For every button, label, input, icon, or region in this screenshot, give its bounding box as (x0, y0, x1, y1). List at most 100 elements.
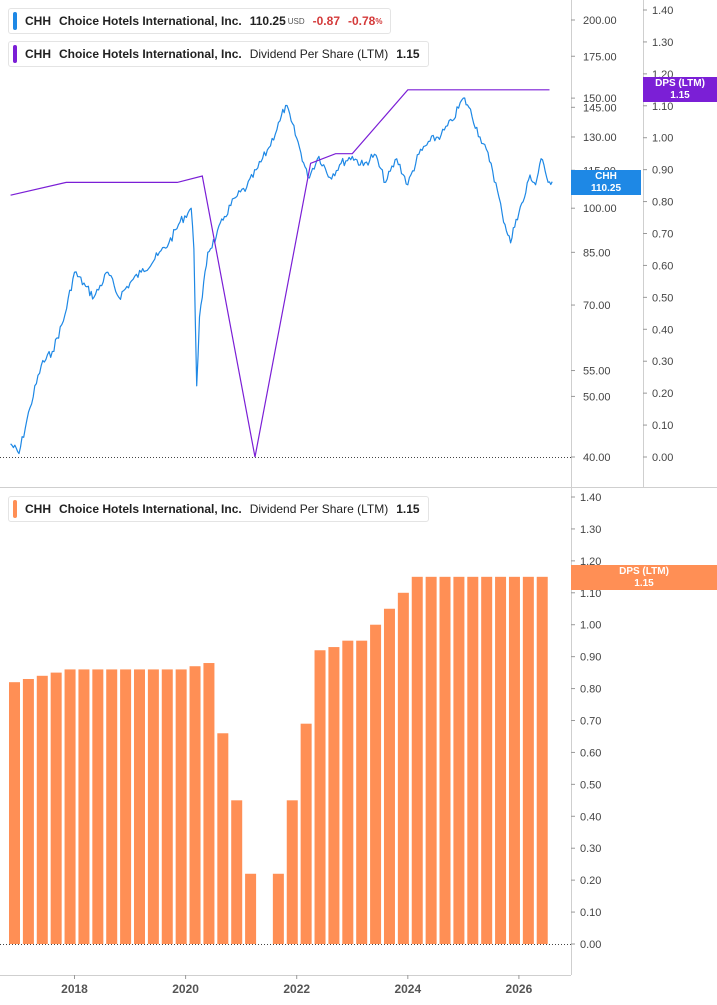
dps-bottom-tick-label: 0.90 (580, 652, 601, 664)
dps-bar (342, 640, 354, 944)
dps-bar (78, 669, 90, 944)
dps-bottom-tick-label: 0.20 (580, 875, 601, 887)
dps-bottom-tick-label: 1.10 (580, 588, 601, 600)
dps-bar (508, 576, 520, 944)
dps-bar (522, 576, 534, 944)
price-tick-label: 130.00 (583, 132, 617, 144)
dps-bar (92, 669, 104, 944)
dps-bar (133, 669, 145, 944)
dps-bar (36, 675, 48, 944)
dps-top-legend-ticker: CHH (25, 47, 51, 61)
dps-top-tick-label: 0.40 (652, 324, 673, 336)
price-tick-label: 55.00 (583, 366, 611, 378)
dps-bar (106, 669, 118, 944)
dps-bottom-last-value-badge: DPS (LTM) 1.15 (571, 565, 717, 590)
dps-bottom-tick-label: 0.80 (580, 684, 601, 696)
dps-bar (189, 666, 201, 944)
dps-bar (370, 624, 382, 944)
dps-bar (22, 678, 34, 944)
dps-top-tick-label: 0.00 (652, 452, 673, 464)
price-tick-label: 50.00 (583, 391, 611, 403)
dps-bottom-tick-label: 0.50 (580, 779, 601, 791)
dps-bottom-tick-label: 0.10 (580, 907, 601, 919)
dps-bar (147, 669, 159, 944)
dps-bar (245, 873, 257, 944)
dps-bottom-tick-label: 0.70 (580, 716, 601, 728)
dps-top-tick-label: 0.50 (652, 292, 673, 304)
dps-bottom-legend[interactable]: CHH Choice Hotels International, Inc. Di… (8, 496, 429, 522)
dps-top-tick-label: 0.30 (652, 356, 673, 368)
dps-top-legend-value: 1.15 (396, 47, 420, 61)
price-legend-pct-sign: % (375, 16, 383, 26)
dps-bar (495, 576, 507, 944)
dps-bar (272, 873, 284, 944)
dps-bar (453, 576, 465, 944)
price-last-value-badge: CHH 110.25 (571, 170, 641, 195)
dps-bar (203, 663, 215, 944)
price-series-line (10, 97, 553, 455)
dps-bottom-legend-metric: Dividend Per Share (LTM) (249, 502, 389, 516)
dps-bottom-tick-label: 0.40 (580, 811, 601, 823)
price-legend-company: Choice Hotels International, Inc. (59, 14, 242, 28)
price-badge-value: 110.25 (590, 183, 622, 194)
dps-bar (161, 669, 173, 944)
dps-series-line (10, 89, 550, 458)
x-tick-label: 2020 (172, 982, 199, 996)
price-legend-change: -0.87 (312, 14, 340, 28)
x-tick-label: 2018 (61, 982, 88, 996)
price-tick-label: 150.00 (583, 93, 617, 105)
dps-top-legend-swatch (13, 45, 17, 63)
price-tick-label: 200.00 (583, 15, 617, 27)
dps-bar (217, 733, 229, 944)
price-legend-value: 110.25 (249, 14, 286, 28)
x-tick-label: 2024 (394, 982, 421, 996)
price-tick-label: 70.00 (583, 300, 611, 312)
dps-bottom-tick-label: 1.20 (580, 556, 601, 568)
dps-top-tick-label: 0.10 (652, 420, 673, 432)
price-tick-label: 85.00 (583, 247, 611, 259)
price-tick-label: 175.00 (583, 51, 617, 63)
dps-bar (481, 576, 493, 944)
dps-bar (383, 608, 395, 944)
dps-bottom-tick-label: 0.30 (580, 843, 601, 855)
dps-bar (425, 576, 437, 944)
dps-bar (397, 592, 409, 944)
dps-bottom-legend-swatch (13, 500, 17, 518)
price-legend-currency: USD (287, 16, 305, 26)
price-tick-label: 145.00 (583, 102, 617, 114)
price-tick-label: 40.00 (583, 452, 611, 464)
dps-top-tick-label: 0.80 (652, 197, 673, 209)
dps-bar (300, 723, 312, 944)
price-legend-swatch (13, 12, 17, 30)
x-tick-label: 2022 (283, 982, 310, 996)
dps-bottom-tick-label: 0.00 (580, 939, 601, 951)
dps-bar (64, 669, 76, 944)
dps-top-tick-label: 1.10 (652, 101, 673, 113)
dps-top-tick-label: 0.20 (652, 388, 673, 400)
dps-bar (536, 576, 548, 944)
dps-bottom-legend-company: Choice Hotels International, Inc. (59, 502, 242, 516)
dps-top-tick-label: 0.90 (652, 165, 673, 177)
dps-bar (467, 576, 479, 944)
dps-bar (175, 669, 187, 944)
dps-top-tick-label: 0.70 (652, 229, 673, 241)
dps-top-tick-label: 1.00 (652, 133, 673, 145)
dps-bar (314, 650, 326, 944)
dps-top-last-value-badge: DPS (LTM) 1.15 (643, 77, 717, 102)
dps-bar (411, 576, 423, 944)
dps-bottom-badge-label: DPS (LTM) (619, 566, 669, 577)
dps-top-tick-label: 1.30 (652, 37, 673, 49)
dps-top-legend[interactable]: CHH Choice Hotels International, Inc. Di… (8, 41, 429, 67)
dps-bottom-tick-label: 0.60 (580, 747, 601, 759)
dps-bar (286, 800, 298, 944)
dps-bottom-badge-value: 1.15 (634, 578, 654, 589)
dps-bar (120, 669, 132, 944)
dps-top-legend-metric: Dividend Per Share (LTM) (249, 47, 389, 61)
dps-bottom-legend-value: 1.15 (396, 502, 420, 516)
dps-bottom-tick-label: 1.00 (580, 620, 601, 632)
price-legend[interactable]: CHH Choice Hotels International, Inc. 11… (8, 8, 392, 34)
x-tick-label: 2026 (506, 982, 533, 996)
dps-bottom-tick-label: 1.40 (580, 492, 601, 504)
price-legend-change-pct: -0.78 (348, 14, 376, 28)
